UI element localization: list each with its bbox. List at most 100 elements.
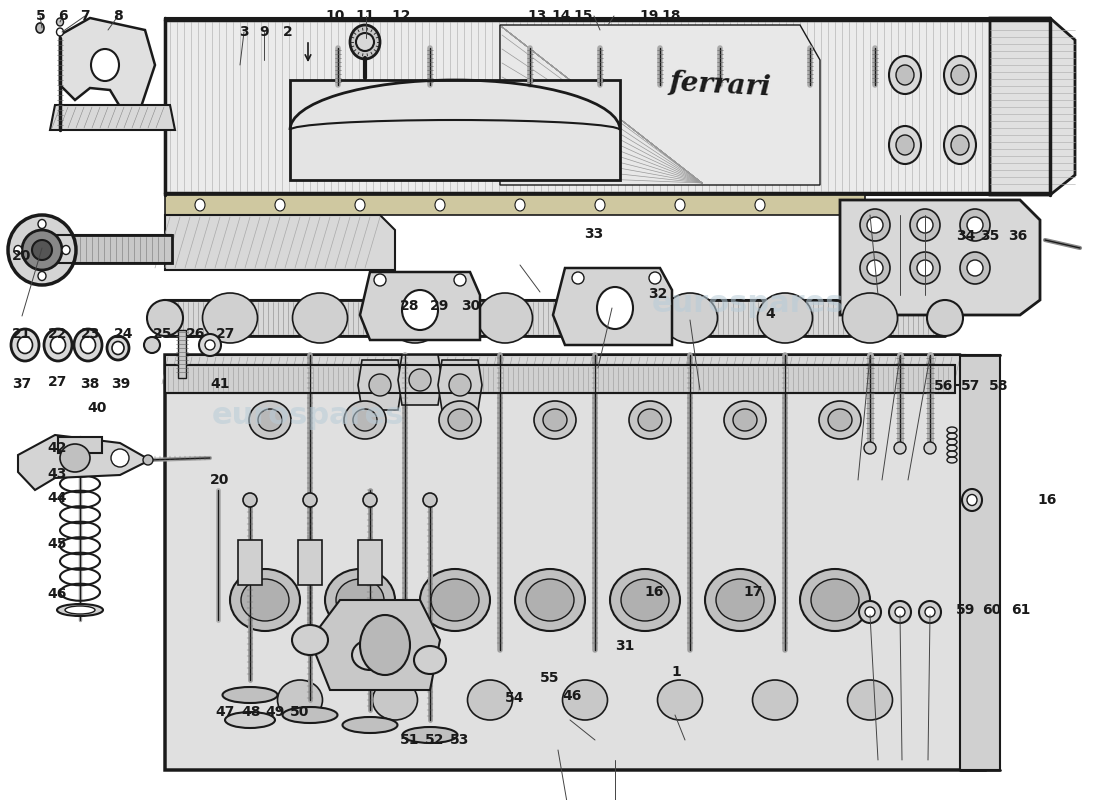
Ellipse shape [62,246,70,254]
Text: 34: 34 [956,229,976,243]
Ellipse shape [324,569,395,631]
Text: 49: 49 [265,705,285,719]
Ellipse shape [249,401,292,439]
Ellipse shape [828,409,852,431]
Text: 47: 47 [216,705,235,719]
Ellipse shape [342,717,397,733]
Ellipse shape [638,409,662,431]
Bar [58,437,102,453]
Text: 57: 57 [960,378,980,393]
Ellipse shape [800,569,870,631]
Text: 46: 46 [562,689,582,703]
Ellipse shape [449,374,471,396]
Text: 37: 37 [12,377,32,391]
Ellipse shape [534,401,576,439]
Ellipse shape [910,209,940,241]
Polygon shape [500,25,820,185]
Text: 31: 31 [615,639,635,654]
Text: 21: 21 [12,327,32,342]
Bar [165,18,1050,195]
Bar [290,80,620,180]
Text: 44: 44 [47,490,67,505]
Text: 14: 14 [551,9,571,23]
Ellipse shape [363,493,377,507]
Ellipse shape [222,687,277,703]
Ellipse shape [811,579,859,621]
Ellipse shape [275,199,285,211]
Ellipse shape [22,230,62,270]
Ellipse shape [230,569,300,631]
Text: 32: 32 [648,287,668,302]
Ellipse shape [896,65,914,85]
Ellipse shape [60,444,90,472]
Ellipse shape [44,329,72,361]
Bar [238,540,262,585]
Ellipse shape [927,300,962,336]
Polygon shape [18,435,150,490]
Ellipse shape [111,449,129,467]
Ellipse shape [434,199,446,211]
Ellipse shape [302,493,317,507]
Text: 2: 2 [284,25,293,39]
Text: 16: 16 [1037,493,1057,507]
Ellipse shape [658,680,703,720]
Ellipse shape [65,606,95,614]
Text: ferrari: ferrari [669,69,771,101]
Ellipse shape [860,209,890,241]
Polygon shape [360,272,480,340]
Polygon shape [165,215,395,270]
Text: 30: 30 [461,298,481,313]
Polygon shape [310,600,440,690]
Bar [165,355,965,385]
Ellipse shape [889,601,911,623]
Text: 12: 12 [392,9,411,23]
Bar [298,540,322,585]
Text: 27: 27 [47,375,67,390]
Ellipse shape [944,56,976,94]
Ellipse shape [283,707,338,723]
Bar [960,355,1000,770]
Text: 33: 33 [584,226,604,241]
Ellipse shape [18,337,33,354]
Ellipse shape [924,442,936,454]
Ellipse shape [621,579,669,621]
Ellipse shape [373,680,418,720]
Ellipse shape [859,601,881,623]
Ellipse shape [889,126,921,164]
Ellipse shape [960,252,990,284]
Bar [165,300,945,336]
Text: 43: 43 [47,466,67,481]
Ellipse shape [526,579,574,621]
Ellipse shape [649,272,661,284]
Text: 45: 45 [47,537,67,551]
Text: 15: 15 [573,9,593,23]
Text: 40: 40 [87,401,107,415]
Ellipse shape [967,260,983,276]
Ellipse shape [11,329,38,361]
Text: 17: 17 [744,585,763,599]
Text: 9: 9 [260,25,268,39]
Ellipse shape [917,217,933,233]
Ellipse shape [241,579,289,621]
Ellipse shape [243,493,257,507]
Ellipse shape [144,337,159,353]
Text: 5: 5 [36,9,45,23]
Polygon shape [438,360,482,410]
Text: 36: 36 [1008,229,1027,243]
Bar [358,540,382,585]
Ellipse shape [74,329,102,361]
Ellipse shape [414,646,446,674]
Polygon shape [358,360,402,410]
Ellipse shape [80,337,96,354]
Ellipse shape [448,409,472,431]
Text: 52: 52 [425,733,444,747]
Ellipse shape [716,579,764,621]
Ellipse shape [356,33,374,51]
Ellipse shape [918,601,940,623]
Ellipse shape [895,607,905,617]
Polygon shape [553,268,672,345]
Ellipse shape [147,300,183,336]
Ellipse shape [420,569,490,631]
Text: 28: 28 [399,298,419,313]
Ellipse shape [889,56,921,94]
